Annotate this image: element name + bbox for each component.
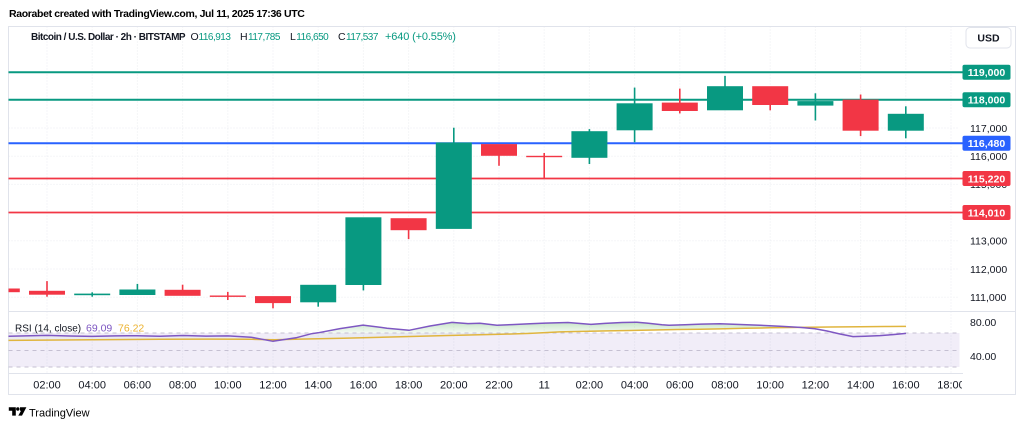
svg-text:40.00: 40.00: [970, 351, 996, 363]
svg-text:C: C: [338, 31, 346, 43]
svg-text:08:00: 08:00: [169, 379, 197, 391]
svg-text:10:00: 10:00: [214, 379, 242, 391]
svg-text:111,000: 111,000: [970, 292, 1007, 304]
svg-text:116,000: 116,000: [970, 151, 1007, 163]
svg-text:16:00: 16:00: [350, 379, 378, 391]
svg-text:Bitcoin / U.S. Dollar · 2h · B: Bitcoin / U.S. Dollar · 2h · BITSTAMP: [31, 32, 186, 43]
svg-text:117,537: 117,537: [346, 32, 379, 43]
svg-text:08:00: 08:00: [711, 379, 739, 391]
svg-text:22:00: 22:00: [485, 379, 513, 391]
svg-text:O: O: [191, 31, 199, 43]
svg-text:76.22: 76.22: [118, 323, 144, 335]
svg-text:L: L: [290, 31, 296, 43]
svg-text:114,010: 114,010: [968, 207, 1006, 219]
svg-text:02:00: 02:00: [576, 379, 604, 391]
svg-text:14:00: 14:00: [847, 379, 875, 391]
svg-text:20:00: 20:00: [440, 379, 468, 391]
svg-text:119,000: 119,000: [968, 67, 1006, 79]
svg-text:02:00: 02:00: [33, 379, 61, 391]
svg-text:RSI (14, close): RSI (14, close): [15, 324, 81, 335]
svg-text:117,785: 117,785: [248, 32, 281, 43]
svg-text:18:00: 18:00: [937, 379, 965, 391]
svg-text:+640 (+0.55%): +640 (+0.55%): [385, 31, 456, 43]
svg-text:69.09: 69.09: [86, 323, 112, 335]
svg-text:115,220: 115,220: [968, 173, 1006, 185]
svg-text:117,000: 117,000: [970, 123, 1007, 135]
svg-text:06:00: 06:00: [124, 379, 152, 391]
svg-text:06:00: 06:00: [666, 379, 694, 391]
svg-text:116,650: 116,650: [296, 32, 329, 43]
svg-text:04:00: 04:00: [621, 379, 649, 391]
svg-text:TradingView: TradingView: [29, 408, 90, 420]
svg-text:USD: USD: [977, 33, 1000, 45]
svg-text:113,000: 113,000: [970, 236, 1007, 248]
svg-text:04:00: 04:00: [78, 379, 106, 391]
svg-text:118,000: 118,000: [968, 95, 1006, 107]
svg-text:116,913: 116,913: [199, 32, 232, 43]
svg-text:H: H: [240, 31, 248, 43]
svg-text:12:00: 12:00: [802, 379, 830, 391]
svg-text:16:00: 16:00: [892, 379, 920, 391]
svg-text:10:00: 10:00: [756, 379, 784, 391]
svg-text:112,000: 112,000: [970, 264, 1007, 276]
svg-text:80.00: 80.00: [970, 317, 996, 329]
svg-text:14:00: 14:00: [304, 379, 332, 391]
svg-text:Raorabet created with TradingV: Raorabet created with TradingView.com, J…: [9, 8, 305, 20]
svg-text:116,480: 116,480: [968, 138, 1006, 150]
svg-text:12:00: 12:00: [259, 379, 287, 391]
svg-text:18:00: 18:00: [395, 379, 423, 391]
svg-text:11: 11: [538, 379, 549, 391]
